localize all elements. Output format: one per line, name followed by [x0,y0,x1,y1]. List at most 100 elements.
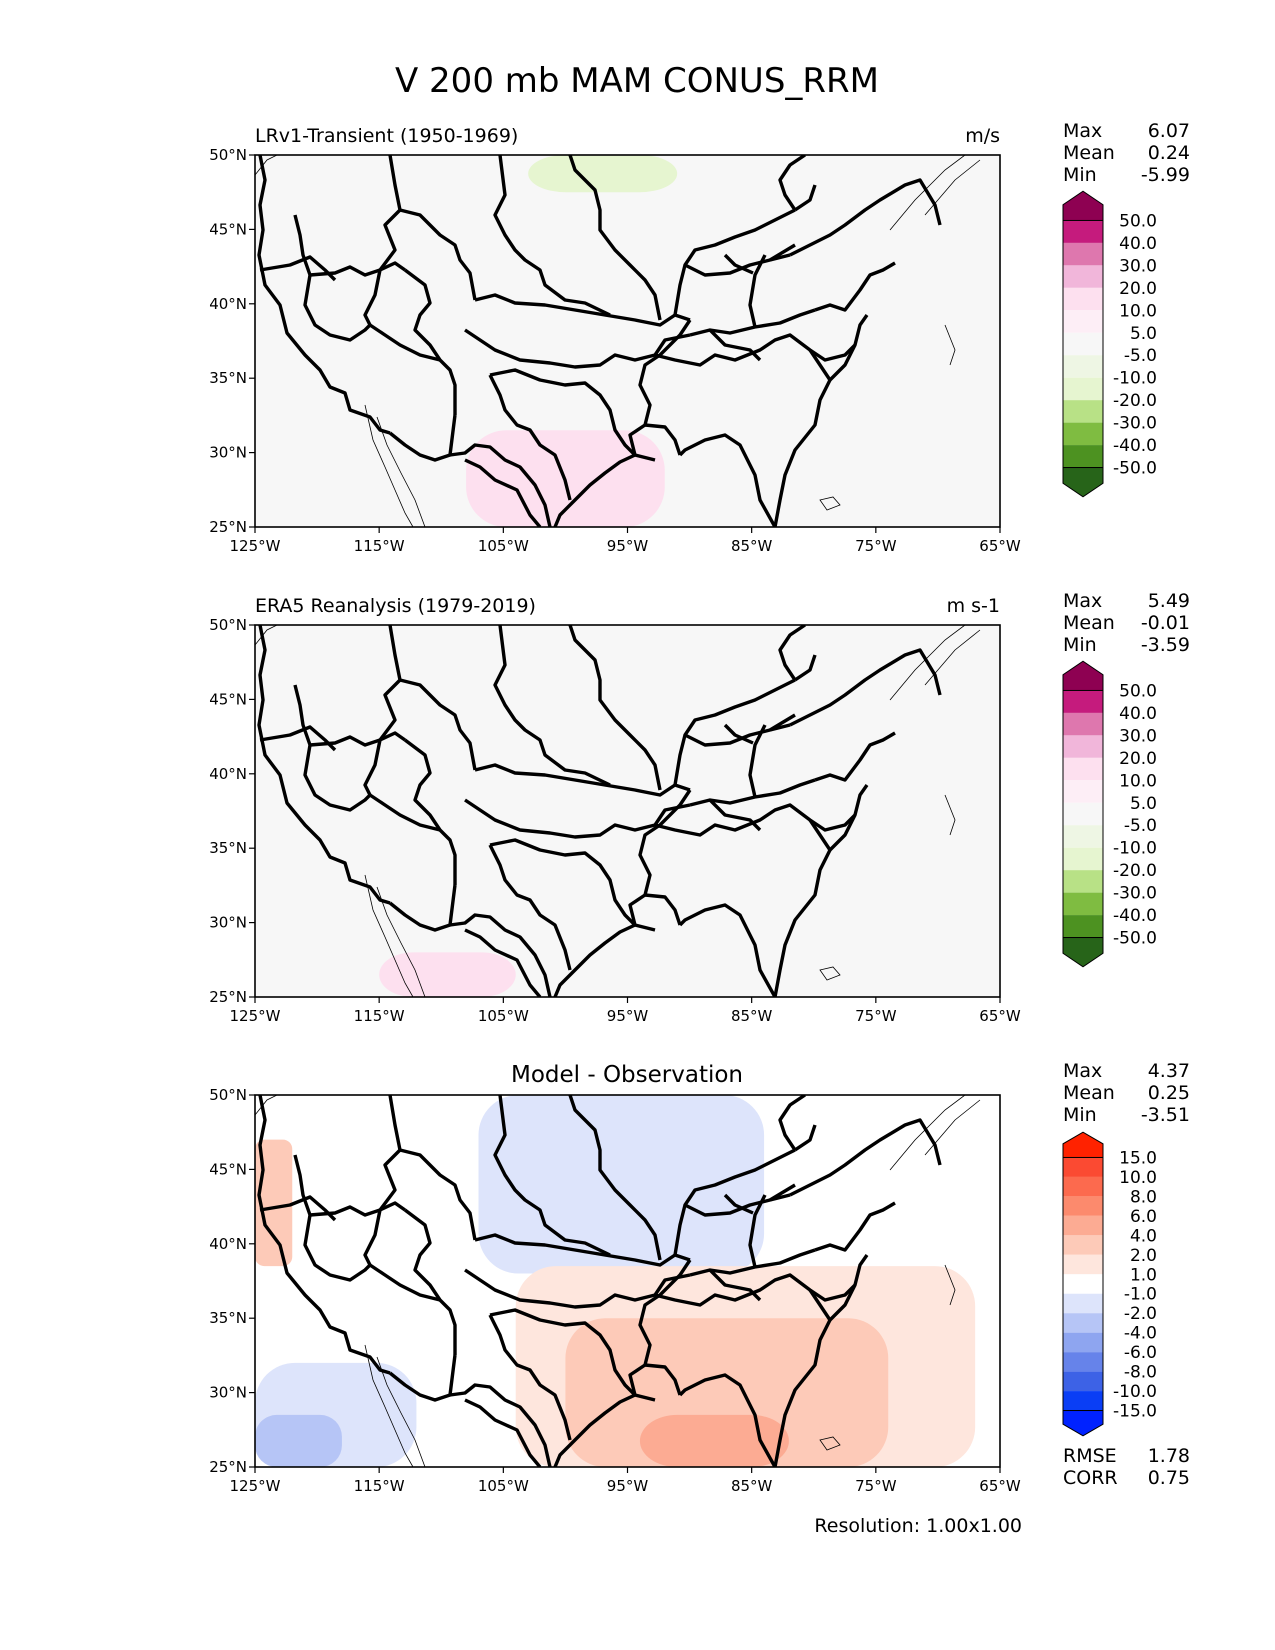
colorbar-level-label: -50.0 [1113,459,1157,479]
x-tick-label: 125°W [230,1007,281,1025]
colorbar-level-label: 15.0 [1119,1148,1157,1168]
stat-label: Min [1063,164,1097,186]
stat-label: Mean [1063,612,1115,634]
colorbar-swatch [1063,220,1103,243]
colorbar-swatch [1063,355,1103,378]
stats-block: Max 4.37 Mean 0.25 Min -3.51 [1063,1060,1190,1126]
x-ticks: 125°W 115°W 105°W 95°W 85°W 75°W 65°W [230,1467,1021,1495]
stat-value: 0.25 [1148,1082,1190,1104]
panel-title: LRv1-Transient (1950-1969) [255,125,518,147]
colorbar-extend-top [1062,1131,1104,1158]
panel-units: m s-1 [947,595,1000,617]
colorbar-extend-top [1062,660,1104,691]
stats-block: Max 6.07 Mean 0.24 Min -5.99 [1063,120,1190,186]
colorbar-swatch [1063,1391,1103,1411]
colorbar-extend-top [1062,190,1104,221]
colorbar-level-label: 2.0 [1130,1246,1157,1266]
panel-units: m/s [965,125,1000,147]
extra-stats-block: RMSE 1.78 CORR 0.75 [1063,1445,1190,1489]
colorbar-outline [1062,1156,1104,1412]
colorbar-swatch [1063,1274,1103,1294]
colorbar-level-label: -4.0 [1124,1324,1157,1344]
y-tick-label: 25°N [209,1458,247,1476]
colorbar-swatch [1063,1157,1103,1177]
x-tick-label: 95°W [607,1007,649,1025]
stat-value: 0.75 [1148,1467,1190,1489]
colorbar-level-label: 8.0 [1130,1187,1157,1207]
x-tick-label: 105°W [478,1477,529,1495]
stat-value: 5.49 [1148,590,1190,612]
colorbar-level-label: 5.0 [1130,324,1157,344]
coastline-layer [255,155,981,527]
colorbar-swatch [1063,735,1103,758]
y-tick-label: 35°N [209,369,247,387]
colorbar-swatch [1063,332,1103,356]
colorbar-level-label: -1.0 [1124,1285,1157,1305]
panel-difference: 125°W 115°W 105°W 95°W 85°W 75°W 65°W 50°N 45°N… [209,1060,1190,1495]
x-tick-label: 115°W [354,1477,405,1495]
stat-label: Min [1063,1104,1097,1126]
colorbar-level-label: -10.0 [1113,1382,1157,1402]
stat-label: CORR [1063,1467,1118,1489]
y-tick-label: 50°N [209,1086,247,1104]
colorbar-level-label: -30.0 [1113,414,1157,434]
y-ticks: 50°N 45°N 40°N 35°N 30°N 25°N [209,146,255,536]
x-tick-label: 75°W [855,1007,897,1025]
colorbar-level-label: 1.0 [1130,1265,1157,1285]
y-tick-label: 30°N [209,914,247,932]
colorbar-swatch [1063,802,1103,826]
y-ticks: 50°N 45°N 40°N 35°N 30°N 25°N [209,1086,255,1476]
colorbar-swatch [1063,1215,1103,1236]
panel-observation: 125°W 115°W 105°W 95°W 85°W 75°W 65°W 50°N 45°N… [209,590,1190,1025]
colorbar-level-label: 5.0 [1130,794,1157,814]
colorbar-swatch [1063,847,1103,871]
colorbar-swatch [1063,757,1103,781]
field-regions [379,952,516,997]
colorbar-extend-bottom [1062,937,1104,968]
colorbar-swatch [1063,422,1103,446]
x-tick-label: 105°W [478,537,529,555]
x-tick-label: 75°W [855,537,897,555]
colorbar-swatch [1063,1254,1103,1275]
colorbar-level-label: 10.0 [1119,301,1157,321]
x-tick-label: 125°W [230,537,281,555]
field-region [255,1414,342,1467]
colorbar-level-label: -8.0 [1124,1363,1157,1383]
stat-value: -3.51 [1141,1104,1190,1126]
colorbar-level-label: -15.0 [1113,1402,1157,1422]
colorbar-swatch [1063,1313,1103,1333]
x-tick-label: 75°W [855,1477,897,1495]
colorbar-level-label: 10.0 [1119,771,1157,791]
stat-value: 4.37 [1148,1060,1190,1082]
colorbar-level-label: 6.0 [1130,1207,1157,1227]
colorbar-swatch [1063,870,1103,893]
x-tick-label: 85°W [731,537,773,555]
y-tick-label: 45°N [209,690,247,708]
colorbar-swatch [1063,265,1103,288]
colorbar-extend-bottom [1062,1410,1104,1437]
colorbar-outline [1062,689,1104,939]
y-tick-label: 40°N [209,765,247,783]
stat-value: 6.07 [1148,120,1190,142]
y-tick-label: 50°N [209,616,247,634]
colorbar-level-label: 50.0 [1119,211,1157,231]
y-ticks: 50°N 45°N 40°N 35°N 30°N 25°N [209,616,255,1006]
colorbar-swatch [1063,1352,1103,1372]
panel-title: Model - Observation [511,1062,743,1088]
x-tick-label: 115°W [354,1007,405,1025]
colorbar-level-label: -20.0 [1113,861,1157,881]
x-tick-label: 65°W [979,1007,1021,1025]
colorbar-swatch [1063,892,1103,916]
y-tick-label: 30°N [209,1384,247,1402]
colorbar-swatch [1063,915,1103,938]
stat-value: -0.01 [1141,612,1190,634]
colorbar: 50.0 40.030.0 20.010.0 5.0-5.0 -10.0-20.0 -30… [1062,660,1157,968]
colorbar-swatch [1063,287,1103,311]
x-tick-label: 125°W [230,1477,281,1495]
x-tick-label: 115°W [354,537,405,555]
stat-label: Max [1063,590,1102,612]
stat-label: Mean [1063,1082,1115,1104]
field-region [528,155,678,193]
stat-value: -3.59 [1141,634,1190,656]
colorbar-level-label: 40.0 [1119,234,1157,254]
